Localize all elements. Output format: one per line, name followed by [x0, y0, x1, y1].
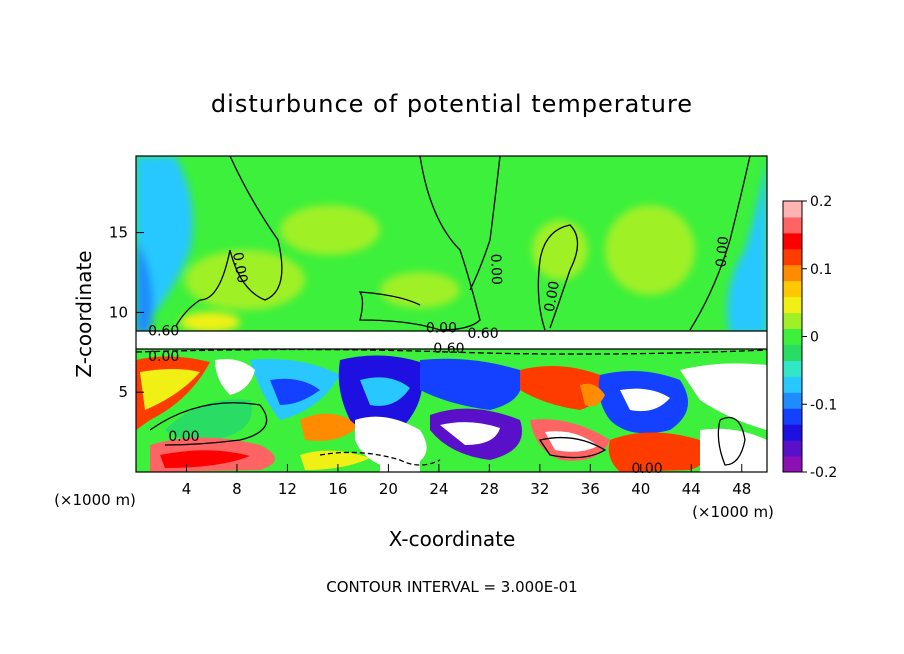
colorbar-swatch: [783, 216, 802, 234]
colorbar-swatch: [783, 296, 802, 314]
x-tick-label: 8: [232, 480, 242, 498]
colorbar-swatch: [783, 392, 802, 409]
x-tick-label: 28: [480, 480, 499, 498]
y-tick-label: 10: [109, 303, 128, 321]
chart-title: disturbunce of potential temperature: [211, 90, 693, 118]
colorbar-swatch: [783, 280, 802, 298]
colorbar-swatch: [783, 264, 802, 282]
x-tick-label: 16: [328, 480, 347, 498]
x-tick-label: 32: [530, 480, 549, 498]
x-unit-label-left: (×1000 m): [54, 491, 136, 509]
x-tick-label: 12: [278, 480, 297, 498]
x-unit-label-right: (×1000 m): [692, 503, 774, 521]
heatmap-field: [136, 156, 767, 472]
y-axis: 5 10 15: [109, 224, 144, 401]
colorbar-swatch: [783, 440, 802, 457]
colorbar-swatch: [783, 408, 802, 425]
x-tick-label: 48: [732, 480, 751, 498]
colorbar: [782, 200, 803, 473]
contour-label: 0.00: [487, 253, 504, 285]
colorbar-swatch: [783, 424, 802, 441]
y-tick-label: 15: [109, 224, 128, 242]
contour-label: 0.60: [148, 324, 179, 340]
contour-label: 0.60: [433, 341, 464, 357]
colorbar-swatch: [783, 312, 802, 330]
colorbar-tick-label: 0.1: [810, 262, 832, 278]
contour-label: 0.00: [229, 251, 250, 284]
colorbar-swatch: [783, 248, 802, 266]
colorbar-swatch: [783, 360, 802, 377]
contour-interval-note: CONTOUR INTERVAL = 3.000E-01: [326, 578, 577, 596]
plot-frame: [135, 155, 768, 473]
colorbar-swatch: [783, 376, 802, 393]
contour-label: 0.00: [426, 320, 457, 336]
colorbar-ticks: 0.2 0.1 0 -0.1 -0.2: [802, 194, 837, 481]
colorbar-tick-label: -0.1: [810, 397, 837, 413]
colorbar-tick-label: 0.2: [810, 194, 832, 210]
x-tick-label: 44: [682, 480, 701, 498]
contour-label: 0.00: [168, 429, 199, 445]
colorbar-swatch: [783, 201, 802, 218]
contour-label: 0.00: [632, 461, 663, 477]
colorbar-tick-label: -0.2: [810, 465, 837, 481]
colorbar-swatch: [783, 456, 802, 473]
contour-label: 0.00: [542, 280, 563, 313]
colorbar-tick-label: 0: [810, 330, 819, 346]
x-axis: 4 8 12 16 20 24 28 32 36 40 44 48: [182, 464, 751, 498]
x-tick-label: 4: [182, 480, 192, 498]
y-tick-label: 5: [118, 383, 128, 401]
x-tick-label: 24: [429, 480, 448, 498]
colorbar-swatch: [783, 328, 802, 345]
contour-label: 0.60: [467, 326, 498, 342]
x-tick-label: 36: [581, 480, 600, 498]
y-axis-label: Z-coordinate: [72, 250, 96, 377]
x-tick-label: 40: [631, 480, 650, 498]
colorbar-swatch: [783, 232, 802, 250]
contour-labels: 0.00 0.000.000.000.00 0.600.600.600.000.00…: [148, 236, 732, 477]
x-axis-label: X-coordinate: [389, 527, 516, 551]
colorbar-swatch: [783, 344, 802, 361]
x-tick-label: 20: [379, 480, 398, 498]
contour-label: 0.00: [148, 349, 179, 365]
contour-label: 0.00: [714, 236, 733, 268]
